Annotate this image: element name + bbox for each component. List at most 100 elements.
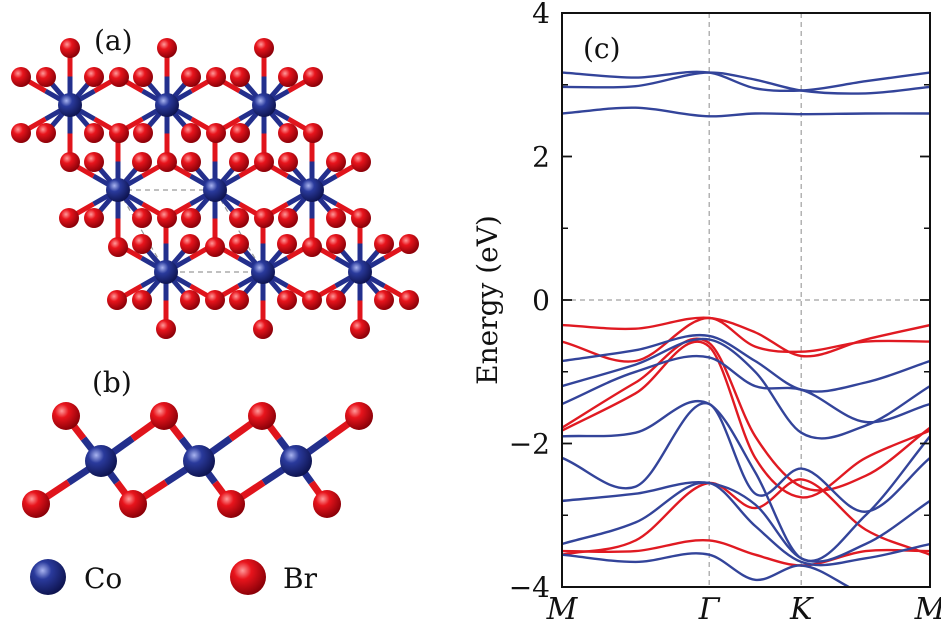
co-atom [106,178,130,202]
chart-ticks [562,12,930,588]
band-line-blue [562,70,930,93]
co-atom [251,260,275,284]
br-atom [351,208,371,228]
br-atom [157,38,177,58]
y-axis-title: Energy (eV) [471,215,504,385]
kpoint-label: M [546,592,579,627]
band-lines [562,70,930,587]
br-atom [109,123,129,143]
br-atom [133,67,153,87]
br-atom [230,67,250,87]
legend-co-swatch [30,559,66,595]
y-tick-label: −2 [509,428,550,461]
br-atom [84,67,104,87]
kpoint-label: Γ [698,592,721,627]
br-atom [278,208,298,228]
y-tick-labels: −4 −2 0 2 4 [509,0,550,604]
br-atom [313,490,341,518]
br-atom [303,67,323,87]
br-atom [132,290,152,310]
br-atom [59,208,79,228]
br-atom [302,237,322,257]
br-atom [132,234,152,254]
br-atom [205,290,225,310]
co-atom [154,260,178,284]
band-line-blue [562,71,930,95]
br-atom [36,67,56,87]
br-atom [345,402,373,430]
band-line-blue [562,354,930,424]
br-atom [180,290,200,310]
br-atom [52,402,80,430]
br-atom [303,123,323,143]
br-atom [254,152,274,172]
br-atom [107,290,127,310]
br-atom [254,38,274,58]
br-atom [84,123,104,143]
crystal-top-view [11,38,419,339]
co-atom [280,445,312,477]
top-view-atoms [11,38,419,339]
br-atom [229,208,249,228]
band-line-blue [562,400,930,562]
band-line-blue [562,481,930,567]
br-atom [181,123,201,143]
br-atom [156,319,176,339]
br-atom [109,67,129,87]
br-atom [60,38,80,58]
kpoint-label: M [914,592,941,627]
br-atom [217,490,245,518]
br-atom [230,123,250,143]
legend-co-label: Co [84,562,122,595]
br-atom [60,152,80,172]
band-line-red [562,340,930,499]
co-atom [300,178,324,202]
side-view-atoms [22,402,373,518]
br-atom [374,234,394,254]
co-atom [58,93,82,117]
br-atom [132,208,152,228]
br-atom [108,237,128,257]
br-atom [350,319,370,339]
br-atom [180,234,200,254]
br-atom [326,152,346,172]
br-atom [229,290,249,310]
co-atom [183,445,215,477]
band-line-blue [562,337,930,440]
y-tick-label: 4 [532,0,550,30]
y-tick-label: 2 [532,141,550,174]
br-atom [278,67,298,87]
band-structure-chart: −4 −2 0 2 4 M Γ K M Energy (eV) [471,0,941,627]
br-atom [150,402,178,430]
band-line-blue [562,333,930,393]
band-line-blue [562,106,930,118]
x-tick-labels: MΓKM [546,592,941,627]
br-atom [157,152,177,172]
br-atom [181,208,201,228]
y-tick-label: 0 [532,284,550,317]
br-atom [351,152,371,172]
band-line-red [562,316,930,358]
co-atom [348,260,372,284]
br-atom [277,290,297,310]
br-atom [278,123,298,143]
br-atom [36,123,56,143]
br-atom [119,490,147,518]
br-atom [374,290,394,310]
br-atom [399,234,419,254]
br-atom [181,67,201,87]
br-atom [229,152,249,172]
br-atom [399,290,419,310]
co-atom [155,93,179,117]
band-line-red [562,316,930,363]
br-atom [132,152,152,172]
br-atom [277,234,297,254]
atom-legend: Co Br [30,559,318,595]
br-atom [22,490,50,518]
band-line-blue [562,481,930,563]
br-atom [278,152,298,172]
legend-br-swatch [230,559,266,595]
br-atom [84,208,104,228]
br-atom [326,290,346,310]
band-line-red [562,538,930,567]
